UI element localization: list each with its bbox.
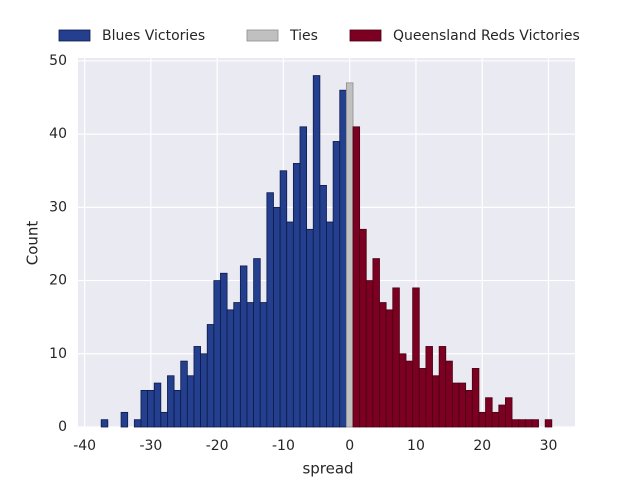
bar: [206, 324, 215, 428]
x-tick-label: -30: [139, 438, 162, 454]
bar: [193, 346, 201, 428]
bar: [273, 206, 281, 428]
legend-label: Ties: [289, 28, 318, 44]
bar: [392, 287, 400, 428]
bar: [425, 346, 433, 428]
y-tick-label: 50: [49, 53, 67, 69]
bar: [167, 375, 175, 428]
bar: [259, 302, 268, 428]
bar: [140, 389, 148, 428]
bar: [485, 397, 493, 428]
bar: [345, 82, 354, 428]
bars: [100, 75, 553, 428]
bar: [220, 272, 228, 428]
y-tick-label: 0: [58, 419, 67, 435]
legend-swatch: [246, 29, 279, 42]
bar: [365, 280, 374, 428]
bar: [253, 258, 261, 428]
x-tick-label: 30: [540, 438, 558, 454]
x-tick-label: 10: [407, 438, 425, 454]
legend-swatch: [58, 29, 91, 42]
bar: [544, 419, 553, 428]
bar: [531, 419, 539, 428]
bar: [213, 280, 221, 428]
bar: [266, 192, 274, 428]
bar: [292, 163, 301, 428]
x-tick-label: -20: [206, 438, 229, 454]
bar: [398, 353, 407, 428]
bar: [133, 419, 142, 428]
bar: [418, 368, 427, 428]
bar: [332, 141, 341, 428]
bar: [518, 419, 526, 428]
bar: [239, 265, 248, 428]
bar: [306, 228, 314, 428]
bar: [505, 397, 513, 428]
legend: Blues Victories Ties Queensland Reds Victo…: [58, 28, 580, 44]
x-tick-label: -10: [272, 438, 295, 454]
bar: [412, 287, 420, 428]
bar: [246, 302, 255, 428]
x-tick-label: 0: [345, 438, 354, 454]
legend-swatch: [349, 29, 382, 42]
legend-label: Queensland Reds Victories: [393, 28, 580, 44]
bar: [233, 302, 241, 428]
bar: [160, 411, 168, 428]
bar: [200, 353, 208, 428]
bar: [372, 258, 380, 428]
bar: [359, 228, 367, 428]
bar: [445, 360, 453, 428]
bar: [524, 419, 533, 428]
bar: [326, 221, 334, 428]
bar: [226, 309, 235, 428]
bar: [452, 382, 460, 428]
x-tick-label: -40: [73, 438, 96, 454]
bar: [405, 360, 414, 428]
bar: [511, 419, 520, 428]
bar: [352, 126, 361, 428]
x-tick-label: 20: [473, 438, 491, 454]
bar: [279, 170, 288, 428]
bar: [319, 184, 327, 428]
bar: [385, 309, 394, 428]
bar: [186, 375, 195, 428]
y-tick-label: 20: [49, 273, 67, 289]
bar: [173, 389, 182, 428]
y-tick-label: 40: [49, 126, 67, 142]
bar: [120, 411, 129, 428]
legend-label: Blues Victories: [102, 28, 205, 44]
bar: [180, 360, 188, 428]
bar: [458, 382, 467, 428]
bar: [153, 382, 162, 428]
bar: [286, 221, 294, 428]
bar: [438, 346, 447, 428]
bar: [147, 389, 155, 428]
bar: [100, 419, 109, 428]
bar: [465, 389, 473, 428]
bar: [432, 375, 440, 428]
bar: [471, 368, 480, 428]
bar: [478, 411, 486, 428]
y-tick-label: 30: [49, 199, 67, 215]
bar: [379, 302, 387, 428]
bar: [491, 411, 500, 428]
x-axis-label: spread: [302, 460, 353, 478]
y-axis-label: Count: [24, 221, 42, 266]
bar: [339, 89, 347, 428]
bar: [299, 126, 308, 428]
y-tick-label: 10: [49, 346, 67, 362]
bar: [312, 75, 321, 428]
bar: [498, 404, 506, 428]
